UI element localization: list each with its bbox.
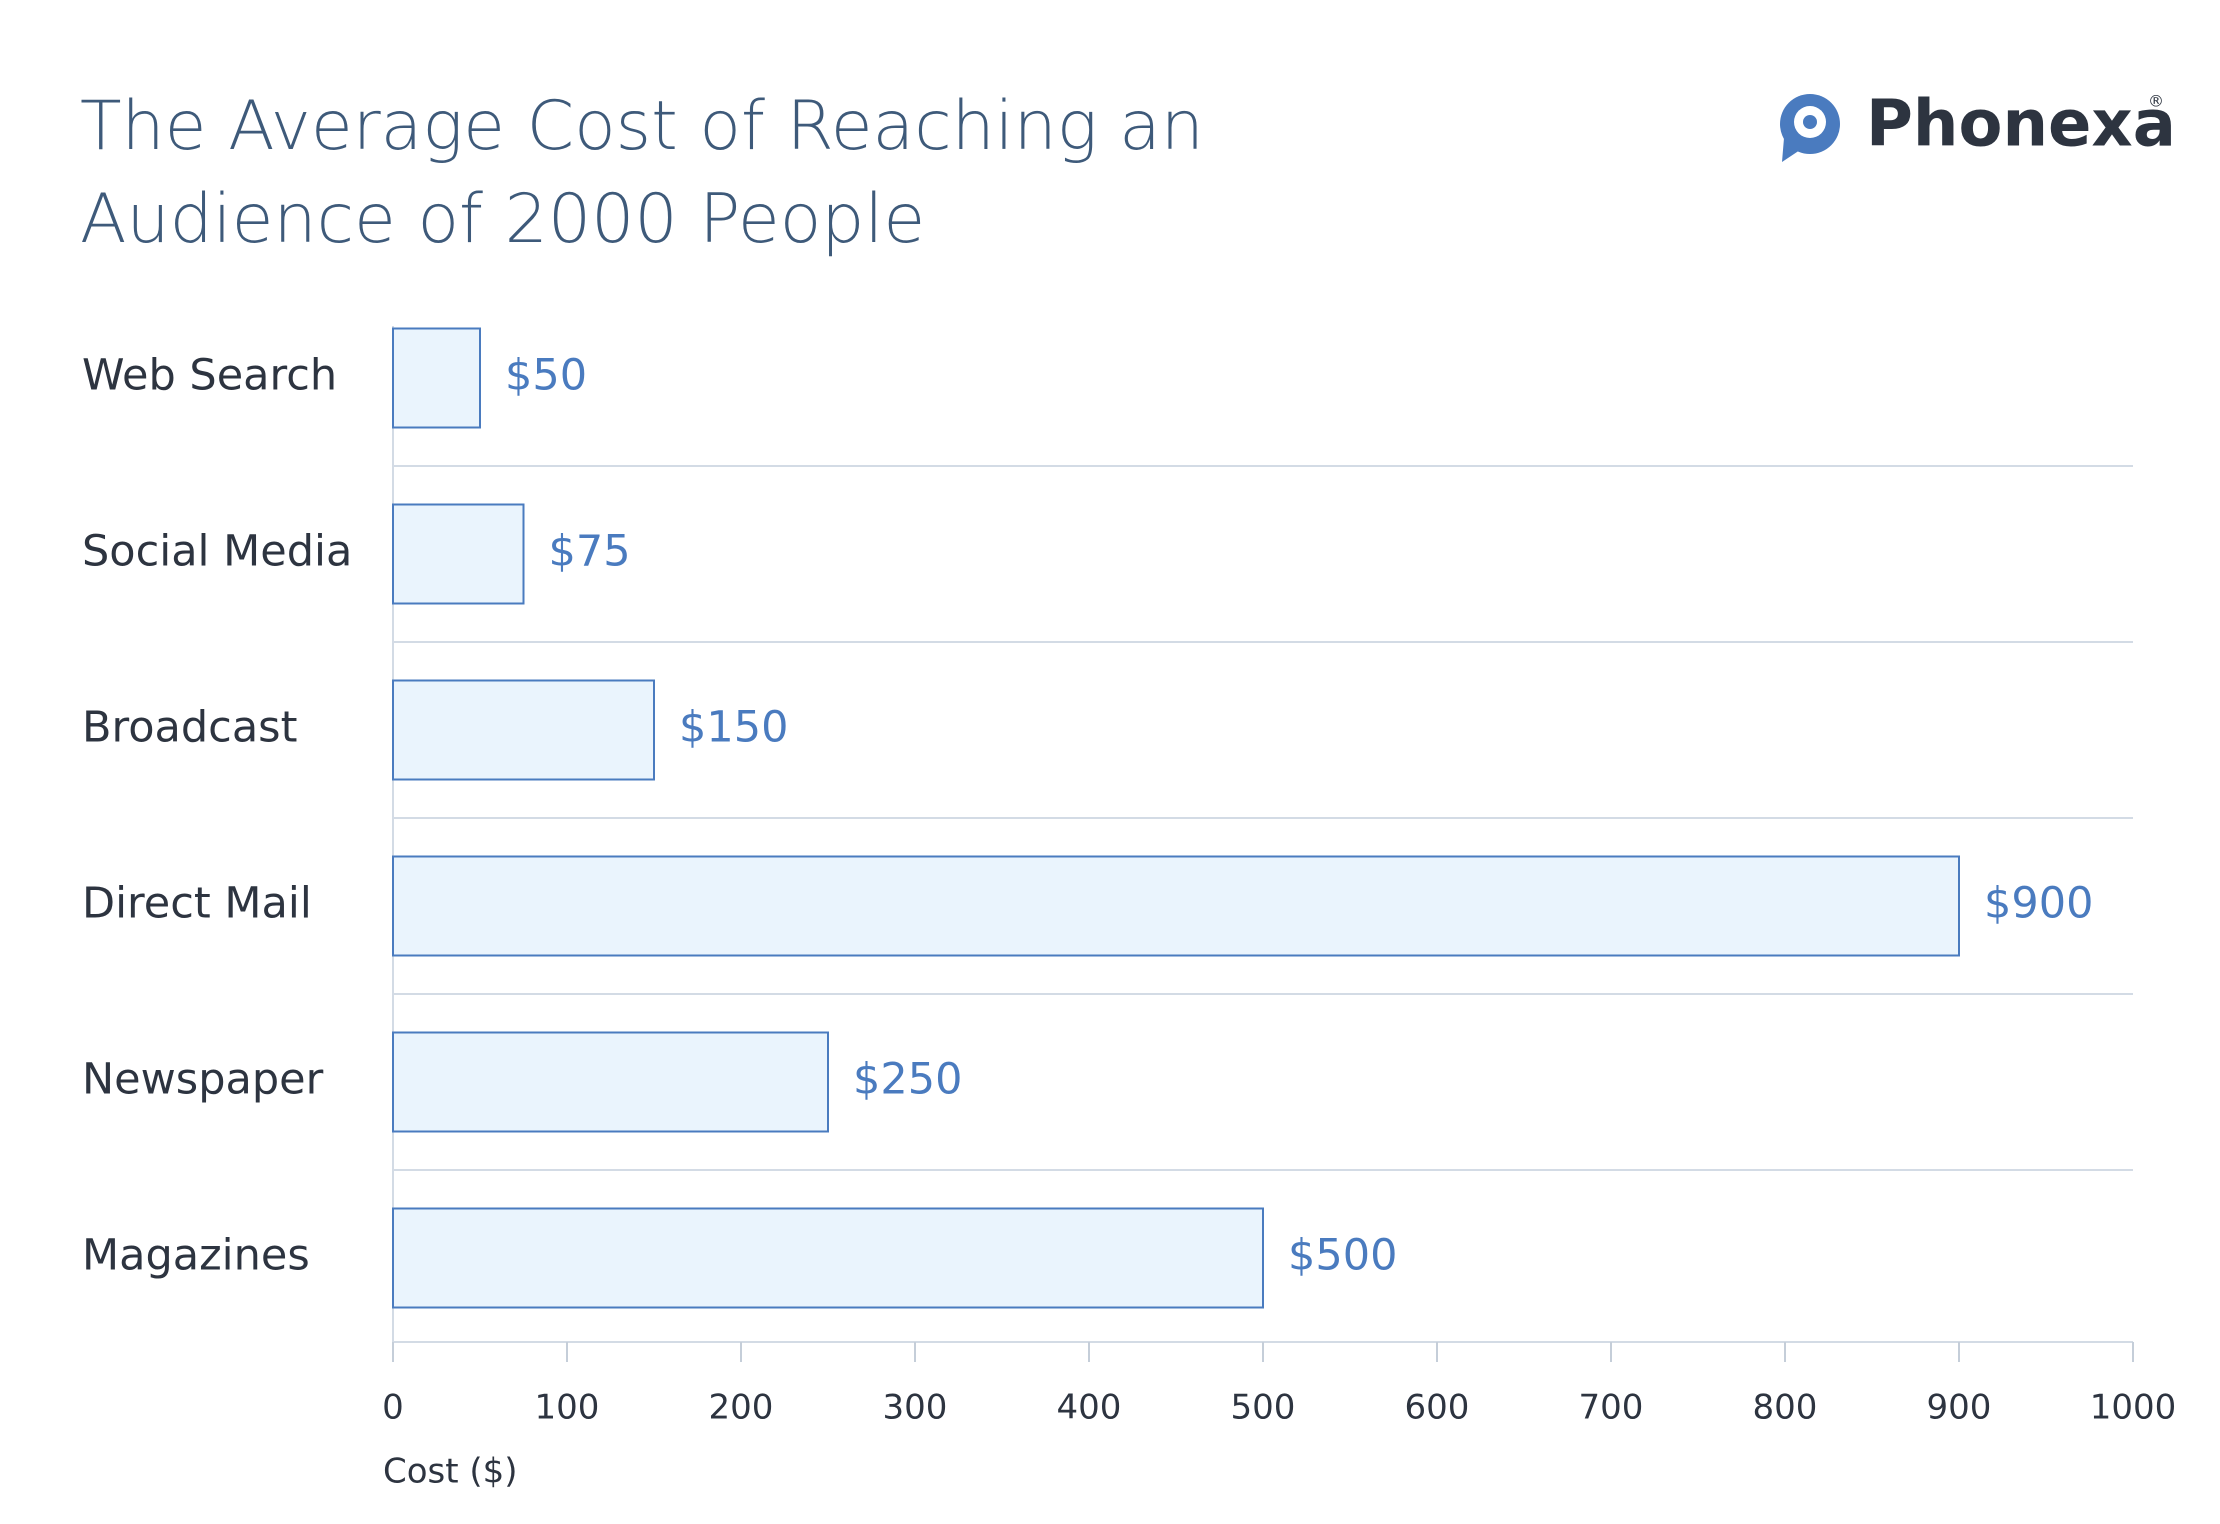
x-tick-label: 800: [1753, 1388, 1818, 1428]
y-tick-label: Magazines: [82, 1231, 310, 1281]
bar: [392, 1031, 829, 1133]
bar: [392, 503, 525, 605]
x-tick-label: 700: [1579, 1388, 1644, 1428]
y-tick-label: Direct Mail: [82, 879, 312, 929]
bar: [392, 1207, 1264, 1309]
x-axis-title: Cost ($): [383, 1452, 518, 1492]
bar: [392, 327, 481, 429]
x-tick-label: 1000: [2090, 1388, 2177, 1428]
chart-title: The Average Cost of Reaching an Audience…: [80, 87, 1204, 259]
x-tick-label: 400: [1057, 1388, 1122, 1428]
x-tick-label: 600: [1405, 1388, 1470, 1428]
value-label: $900: [1984, 879, 2093, 929]
bar: [392, 679, 655, 781]
y-tick-label: Web Search: [82, 351, 337, 401]
x-tick-label: 900: [1927, 1388, 1992, 1428]
value-label: $250: [853, 1055, 962, 1105]
logo-icon-tail: [1782, 138, 1800, 162]
value-label: $150: [679, 703, 788, 753]
logo-mark: ®: [2148, 92, 2164, 111]
x-tick-label: 0: [382, 1388, 404, 1428]
value-label: $75: [549, 527, 631, 577]
x-tick-label: 200: [709, 1388, 774, 1428]
value-label: $50: [505, 351, 587, 401]
logo-icon-dot: [1803, 115, 1817, 129]
logo-text: Phonexa: [1866, 88, 2176, 162]
y-tick-label: Newspaper: [82, 1055, 324, 1105]
x-tick-label: 100: [535, 1388, 600, 1428]
x-tick-label: 500: [1231, 1388, 1296, 1428]
y-tick-label: Broadcast: [82, 703, 297, 753]
logo: Phonexa ®: [1780, 88, 2176, 162]
y-tick-label: Social Media: [82, 527, 352, 577]
x-tick-label: 300: [883, 1388, 948, 1428]
value-label: $500: [1288, 1231, 1397, 1281]
bar: [392, 855, 1960, 957]
